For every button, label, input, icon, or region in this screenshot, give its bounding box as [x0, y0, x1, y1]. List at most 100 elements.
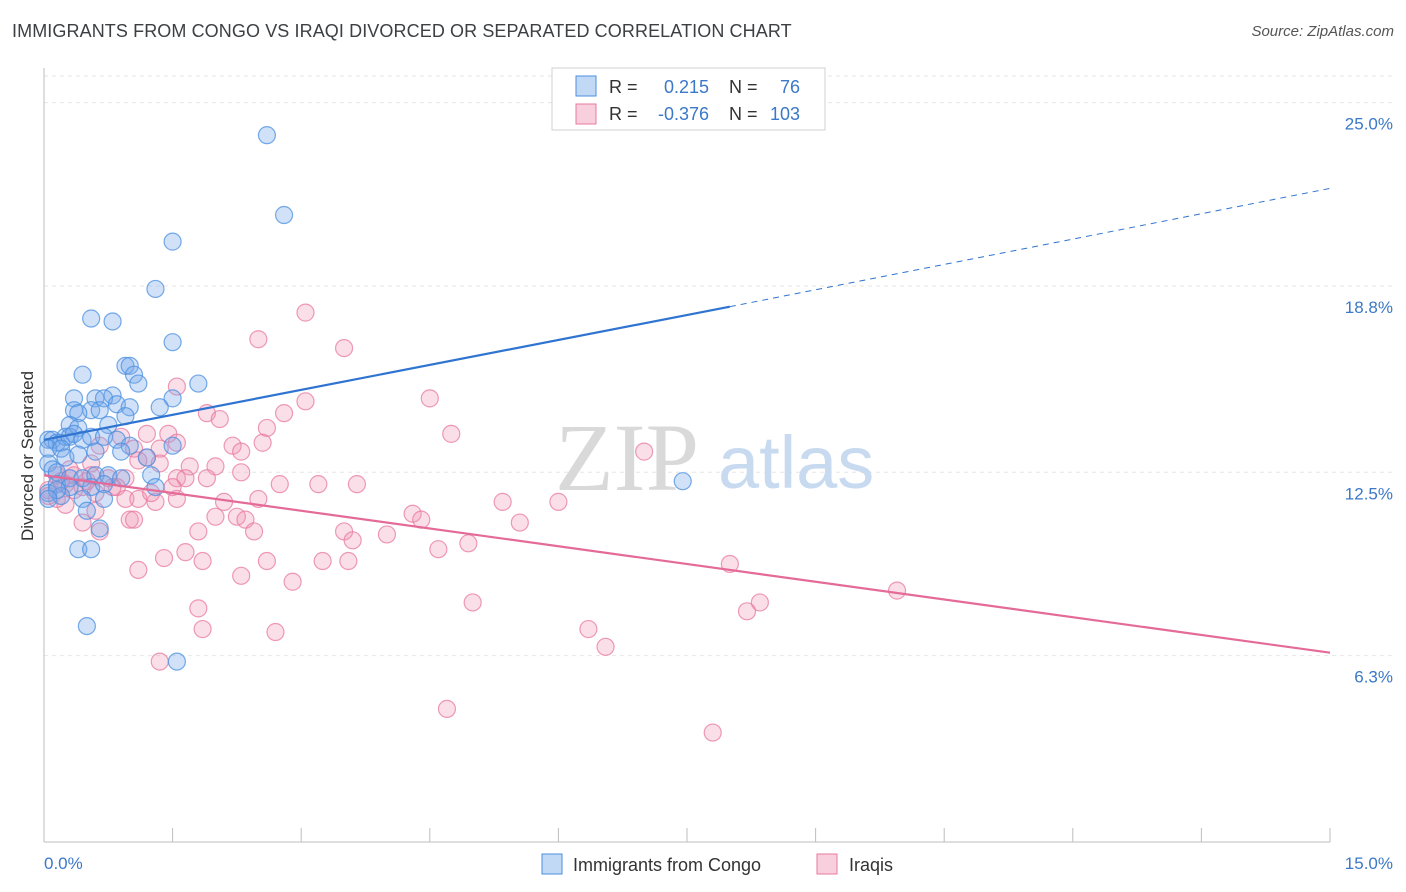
pink-point-69 — [377, 525, 397, 544]
iraqis-points — [39, 303, 907, 742]
pink-point-71 — [459, 534, 478, 553]
pink-point-54 — [493, 492, 512, 511]
correlation-legend: R = 0.215 N = 76 R = -0.376 N = 103 — [551, 67, 826, 131]
blue-point-42 — [39, 439, 58, 458]
legend-n-label-2: N = — [729, 104, 758, 124]
legend-swatch-pink — [575, 103, 597, 125]
series-legend-swatch-congo — [541, 853, 563, 875]
pink-point-37 — [309, 475, 328, 494]
blue-point-24 — [150, 398, 169, 417]
pink-point-10 — [442, 424, 461, 443]
pink-point-3 — [420, 389, 439, 408]
legend-n-value-2: 103 — [770, 104, 800, 124]
pink-point-62 — [73, 513, 92, 532]
legend-r-label-2: R = — [609, 104, 638, 124]
pink-point-76 — [313, 551, 332, 571]
legend-r-label-1: R = — [609, 77, 638, 97]
pink-point-6 — [274, 404, 294, 423]
blue-point-3 — [146, 279, 165, 299]
congo-points — [39, 126, 692, 671]
blue-point-17 — [163, 389, 182, 408]
blue-point-8 — [120, 356, 139, 375]
pink-point-47 — [116, 489, 135, 509]
blue-point-43 — [52, 439, 71, 458]
pink-point-81 — [232, 566, 251, 585]
pink-point-4 — [167, 377, 186, 396]
pink-point-0 — [296, 303, 315, 322]
legend-swatch-blue — [575, 75, 597, 97]
legend-box — [551, 67, 826, 131]
blue-point-75 — [39, 489, 58, 509]
series-legend: Immigrants from Congo Iraqis — [541, 853, 893, 875]
pink-point-82 — [283, 572, 302, 591]
series-legend-label-congo: Immigrants from Congo — [573, 855, 761, 875]
blue-point-65 — [73, 489, 92, 509]
y-tick-label-1: 18.8% — [1345, 298, 1393, 317]
blue-point-23 — [120, 398, 139, 417]
y-tick-label-3: 6.3% — [1354, 668, 1393, 687]
pink-point-35 — [176, 469, 195, 488]
chart-title: IMMIGRANTS FROM CONGO VS IRAQI DIVORCED … — [12, 21, 792, 41]
blue-point-11 — [129, 374, 148, 393]
pink-point-64 — [510, 513, 529, 532]
series-legend-label-iraqis: Iraqis — [849, 855, 893, 875]
pink-point-83 — [887, 581, 907, 600]
blue-point-9 — [73, 365, 92, 384]
pink-point-77 — [193, 551, 212, 571]
blue-point-71 — [77, 617, 96, 636]
y-tick-label-0: 25.0% — [1345, 115, 1393, 134]
blue-trend-line — [43, 305, 731, 441]
blue-point-10 — [124, 365, 144, 384]
blue-point-73 — [673, 472, 692, 491]
pink-point-84 — [463, 593, 482, 612]
pink-point-5 — [296, 392, 315, 411]
axes — [43, 68, 1331, 843]
pink-point-61 — [124, 510, 144, 529]
legend-n-label-1: N = — [729, 77, 758, 97]
pink-point-75 — [257, 551, 277, 571]
x-tick-label-right: 15.0% — [1345, 854, 1393, 873]
blue-point-20 — [90, 401, 109, 420]
blue-point-67 — [77, 501, 96, 520]
blue-point-69 — [69, 540, 88, 559]
pink-point-91 — [596, 637, 615, 656]
blue-point-5 — [103, 312, 122, 331]
x-tick-labels: 0.0% 15.0% — [44, 854, 1393, 873]
pink-point-21 — [635, 442, 654, 461]
trend-lines — [43, 187, 1331, 654]
pink-point-38 — [347, 475, 367, 494]
pink-point-52 — [56, 495, 75, 514]
pink-point-1 — [249, 330, 268, 349]
pink-trend-line — [43, 474, 1331, 654]
pink-point-80 — [129, 560, 148, 580]
blue-point-68 — [90, 519, 109, 538]
blue-point-47 — [112, 442, 131, 461]
pink-point-72 — [176, 543, 195, 562]
pink-point-94 — [703, 723, 722, 742]
blue-point-2 — [163, 232, 182, 251]
pink-point-86 — [737, 602, 757, 621]
pink-point-73 — [429, 540, 448, 559]
legend-n-value-1: 76 — [780, 77, 800, 97]
y-tick-label-2: 12.5% — [1345, 484, 1393, 503]
pink-point-9 — [257, 418, 277, 438]
pink-point-78 — [339, 551, 358, 571]
pink-point-85 — [750, 593, 769, 612]
pink-point-36 — [197, 469, 216, 488]
pink-point-16 — [253, 433, 272, 452]
blue-point-0 — [257, 126, 277, 145]
pink-point-11 — [137, 424, 156, 443]
pink-point-87 — [189, 599, 208, 618]
blue-point-66 — [94, 489, 114, 509]
blue-point-45 — [69, 445, 88, 464]
y-axis-title: Divorced or Separated — [18, 371, 37, 541]
blue-point-41 — [163, 436, 182, 455]
pink-point-100 — [270, 475, 289, 494]
pink-point-67 — [244, 522, 264, 541]
pink-point-93 — [437, 699, 457, 719]
chart-source: Source: ZipAtlas.com — [1251, 23, 1394, 40]
pink-point-60 — [120, 510, 139, 529]
pink-point-66 — [189, 522, 208, 541]
blue-point-48 — [137, 448, 156, 467]
